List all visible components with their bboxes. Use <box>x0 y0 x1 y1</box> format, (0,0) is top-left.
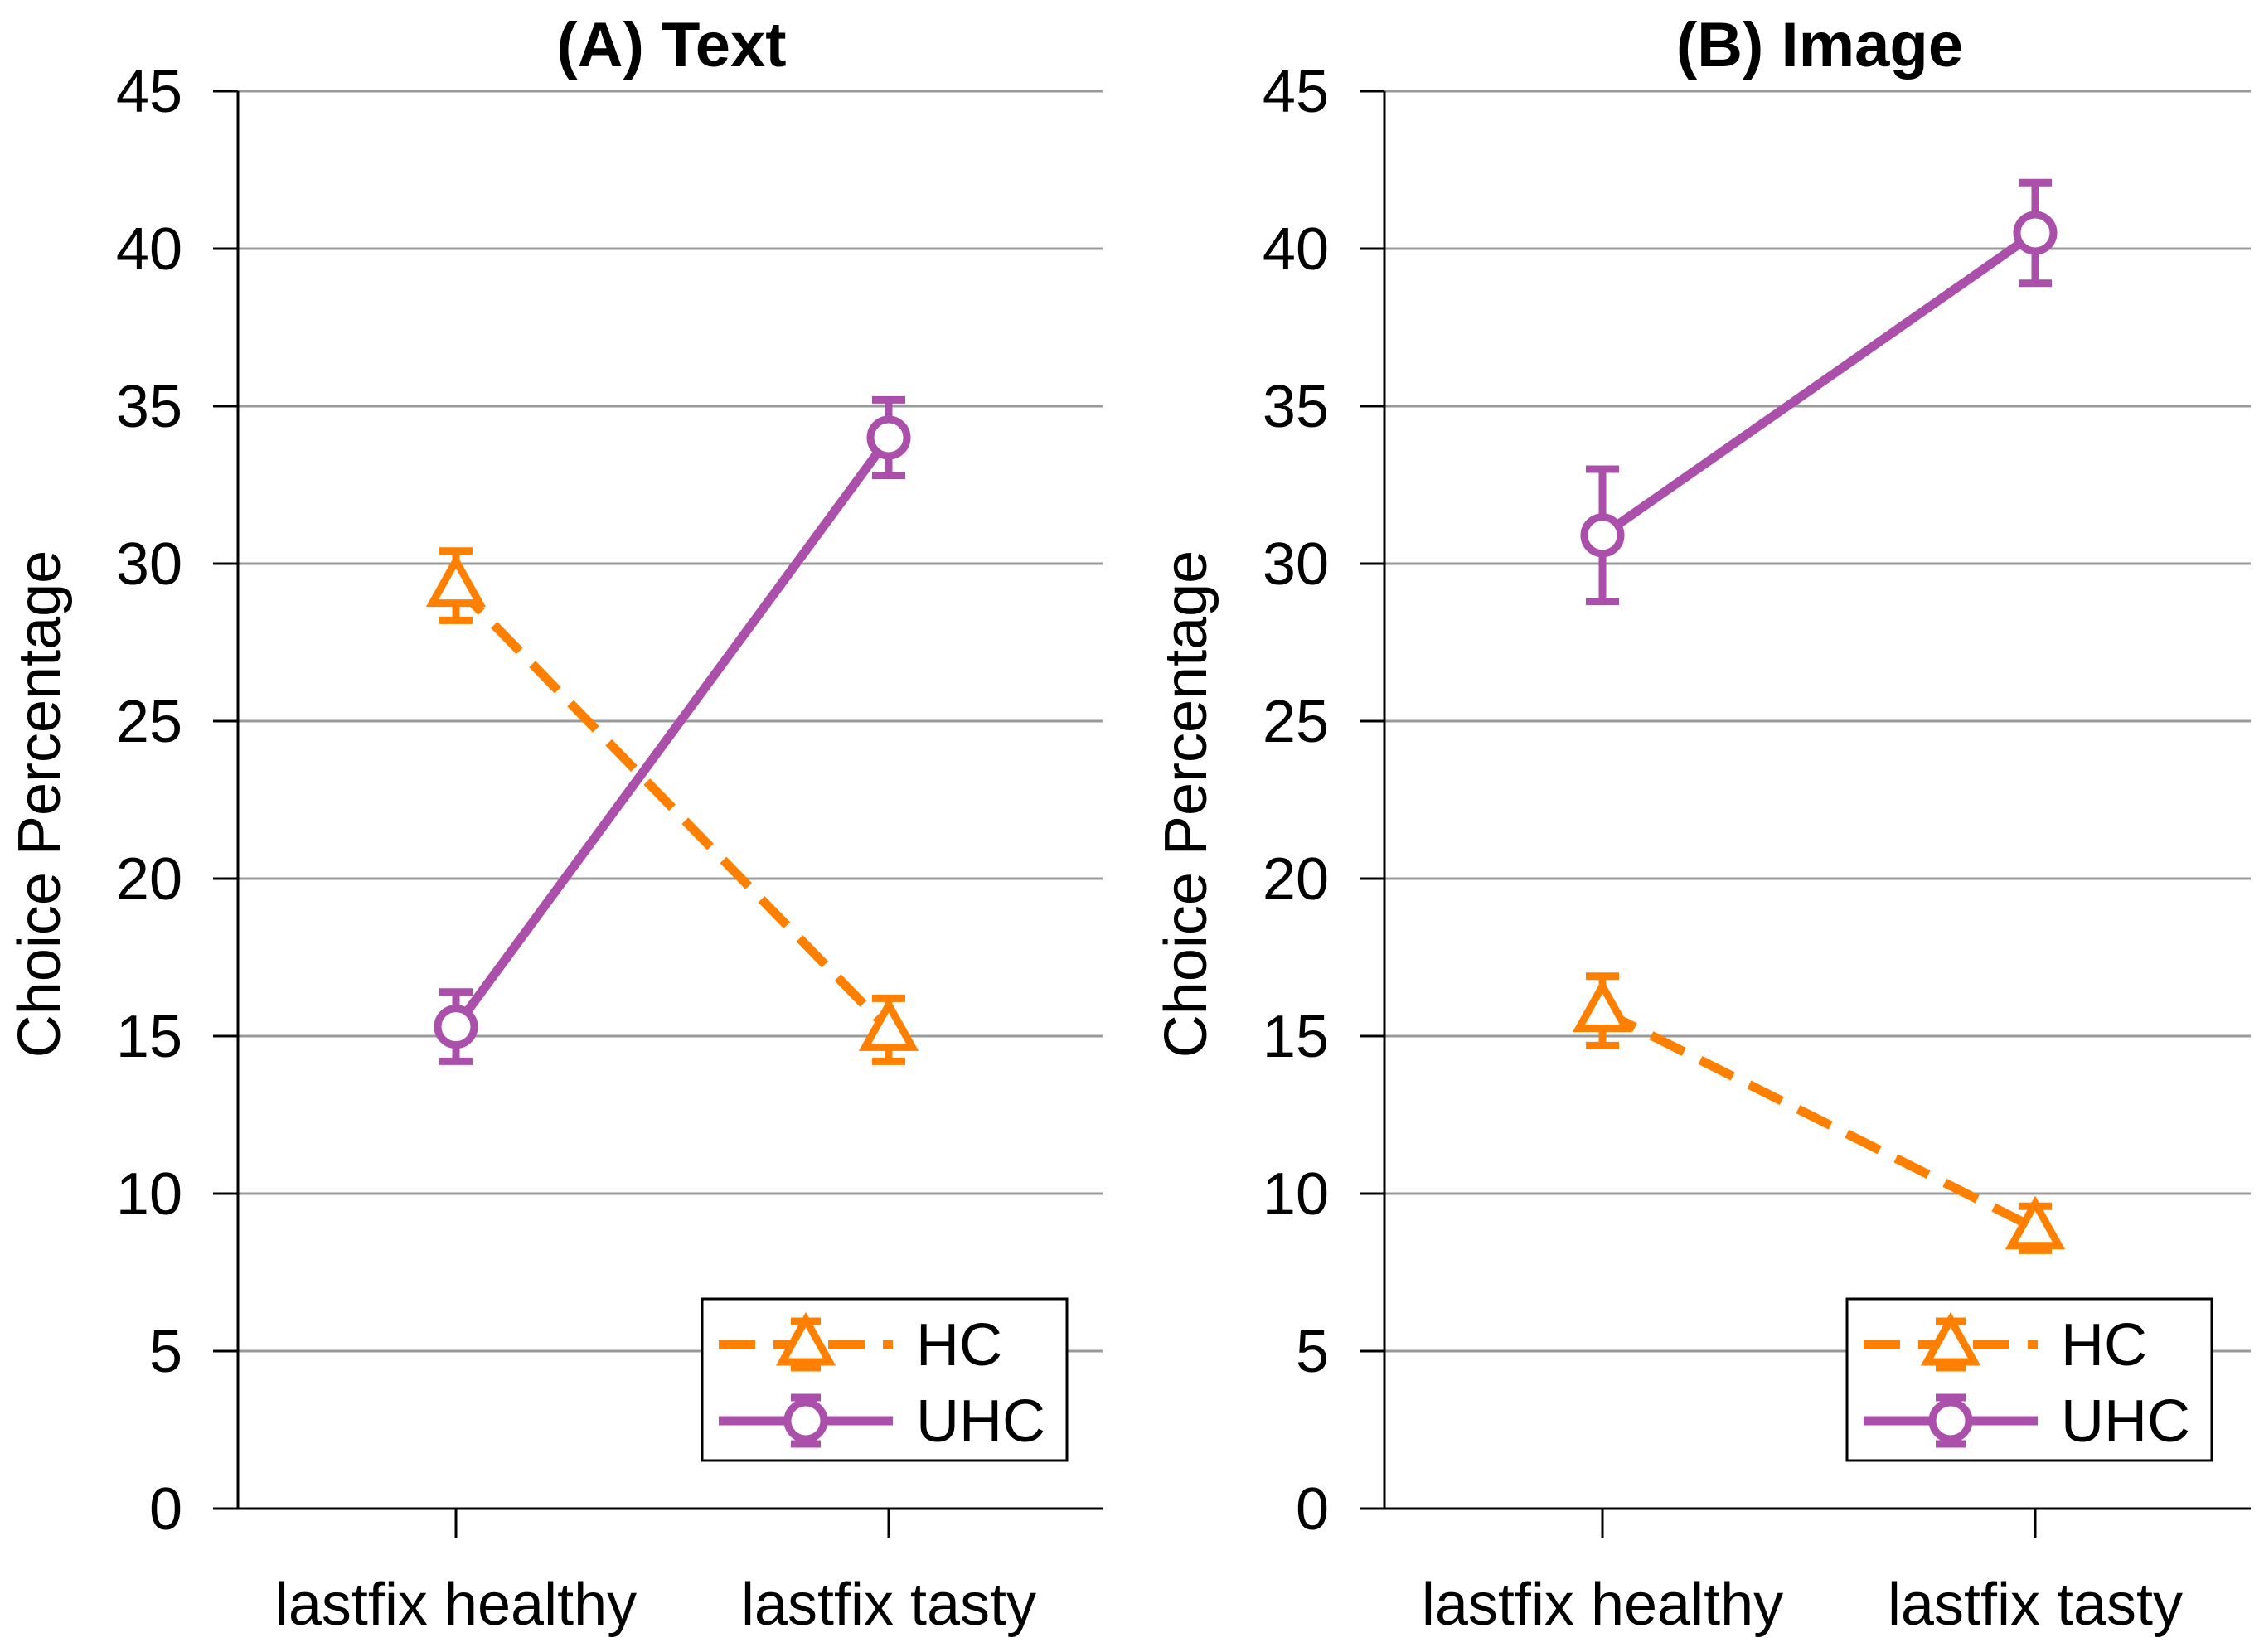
data-point <box>2005 1195 2066 1250</box>
y-tick-label: 15 <box>1263 1004 1329 1070</box>
legend-label: HC <box>2061 1312 2147 1378</box>
series-line <box>452 434 893 1029</box>
series-uhc <box>1580 178 2058 606</box>
y-tick-label: 45 <box>1263 59 1329 125</box>
chart-title: (B) Image <box>1676 10 1963 80</box>
series-line <box>1599 229 2039 540</box>
data-point <box>2013 211 2058 255</box>
legend-box <box>701 1297 1069 1462</box>
legend-label: HC <box>916 1312 1002 1378</box>
data-point <box>866 415 911 460</box>
series-hc <box>425 547 919 1065</box>
y-tick-label: 20 <box>1263 846 1329 913</box>
data-point <box>434 1005 478 1049</box>
series-line <box>1600 1006 2038 1233</box>
y-tick-label: 30 <box>116 531 182 598</box>
legend-marker <box>783 1398 828 1443</box>
series-hc <box>1572 972 2066 1254</box>
chart-title: (A) Text <box>556 10 786 80</box>
y-tick-label: 20 <box>116 846 182 913</box>
y-tick-label: 25 <box>116 689 182 755</box>
data-point <box>425 553 487 608</box>
y-tick-label: 45 <box>116 59 182 125</box>
y-axis-label: Choice Percentage <box>7 550 73 1058</box>
panel-0: (A) Text 0 5 10 15 20 25 30 35 40 45 Choice Percent… <box>7 10 1103 1638</box>
x-tick-label: lastfix tasty <box>1888 1572 2183 1638</box>
legend: HC UHC <box>701 1297 1069 1462</box>
y-tick-label: 10 <box>116 1161 182 1228</box>
data-point <box>858 997 919 1051</box>
x-tick-label: lastfix healthy <box>1422 1572 1783 1638</box>
series-line <box>453 582 892 1034</box>
y-tick-label: 0 <box>1296 1476 1329 1543</box>
data-point <box>1572 978 1633 1033</box>
y-axis-label: Choice Percentage <box>1153 550 1219 1058</box>
legend-marker <box>1920 1311 1981 1366</box>
legend-box <box>1845 1297 2213 1462</box>
data-point <box>1580 513 1625 558</box>
y-tick-label: 35 <box>116 374 182 440</box>
y-tick-label: 0 <box>149 1476 182 1543</box>
series-uhc <box>434 395 911 1065</box>
legend-label: UHC <box>916 1388 1045 1455</box>
legend-label: UHC <box>2061 1388 2190 1455</box>
y-tick-label: 35 <box>1263 374 1329 440</box>
panel-1: (B) Image 0 5 10 15 20 25 30 35 40 45 Choice Percen… <box>1153 10 2251 1638</box>
y-tick-label: 5 <box>149 1319 182 1385</box>
y-tick-label: 40 <box>116 216 182 283</box>
x-tick-label: lastfix tasty <box>741 1572 1036 1638</box>
y-tick-label: 5 <box>1296 1319 1329 1385</box>
legend: HC UHC <box>1845 1297 2213 1462</box>
y-tick-label: 15 <box>116 1004 182 1070</box>
y-tick-label: 25 <box>1263 689 1329 755</box>
y-tick-label: 30 <box>1263 531 1329 598</box>
legend-marker <box>1928 1398 1973 1443</box>
y-tick-label: 10 <box>1263 1161 1329 1228</box>
y-tick-label: 40 <box>1263 216 1329 283</box>
x-tick-label: lastfix healthy <box>275 1572 637 1638</box>
legend-marker <box>775 1311 836 1366</box>
